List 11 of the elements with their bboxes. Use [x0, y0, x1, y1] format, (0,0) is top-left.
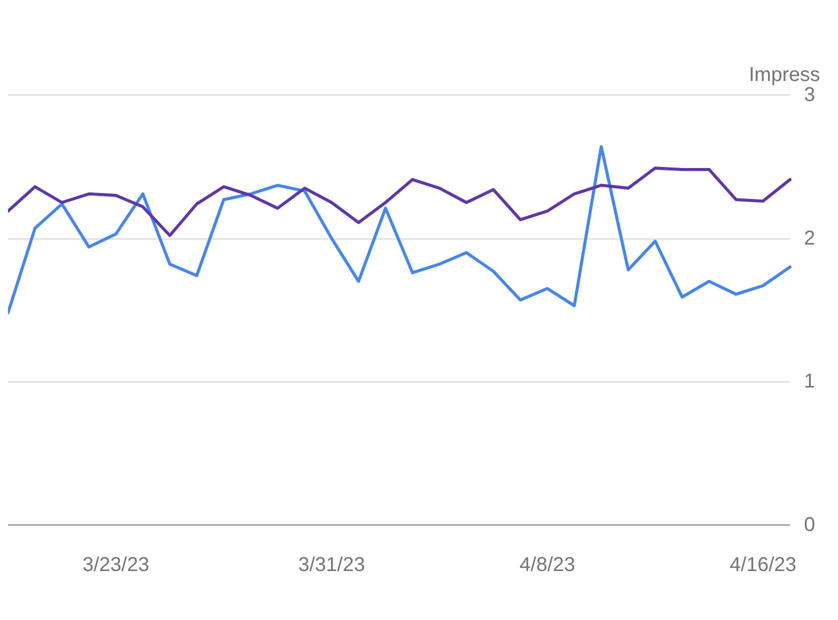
x-tick-label: 3/23/23	[82, 554, 150, 576]
y-tick-label: 1	[804, 370, 816, 393]
line-series	[8, 166, 792, 237]
x-tick-label: 4/8/23	[520, 554, 576, 576]
x-tick-label: 4/16/23	[730, 554, 796, 576]
y-axis-title: Impress	[748, 64, 820, 86]
x-tick-label: 3/31/23	[298, 554, 365, 576]
y-tick-label: 0	[804, 514, 816, 536]
y-tick-label: 2	[804, 227, 816, 250]
line-series	[8, 145, 792, 314]
y-tick-label: 3	[804, 84, 816, 106]
